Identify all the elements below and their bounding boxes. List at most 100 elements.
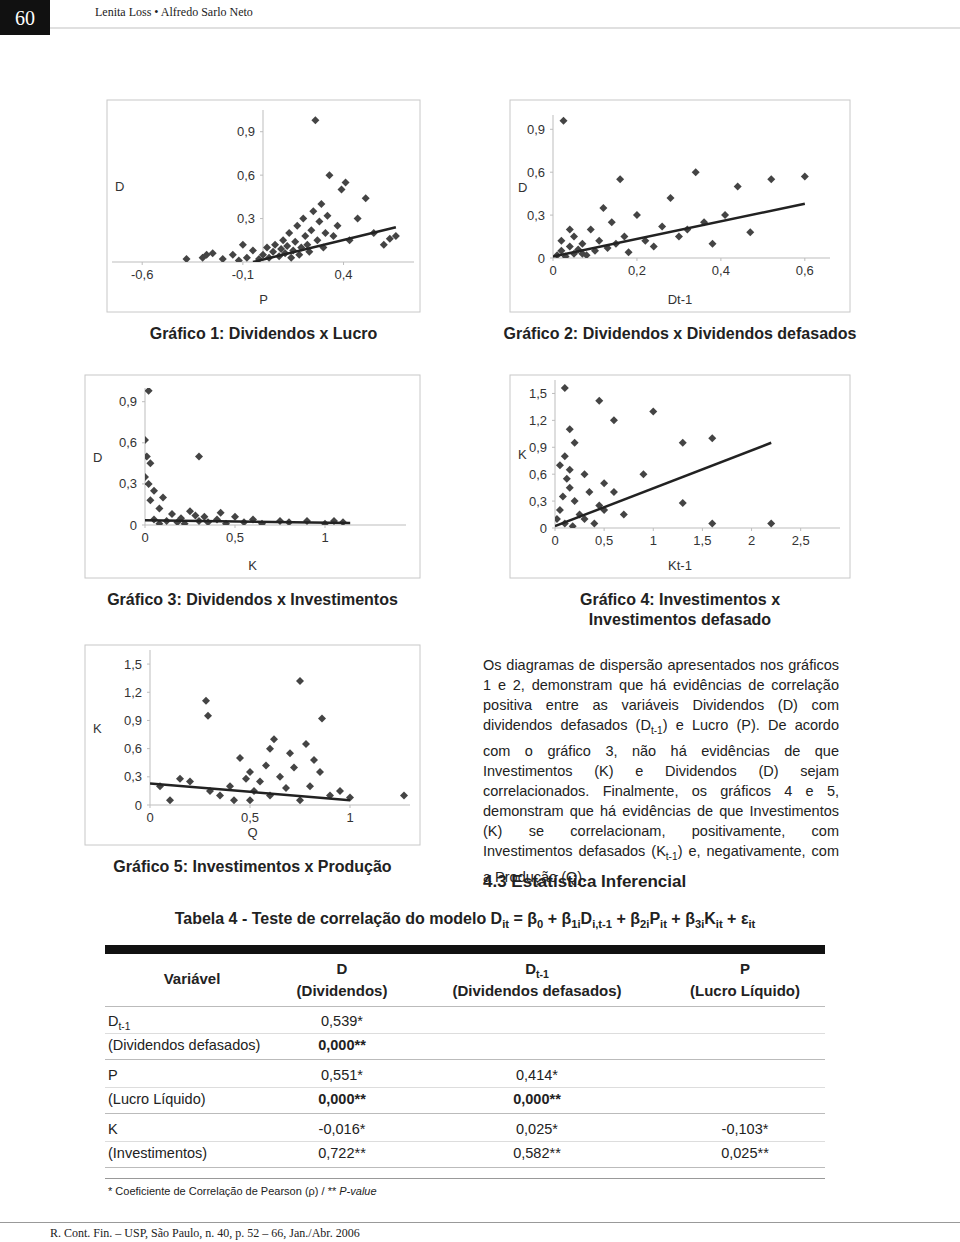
- chart: 00,511,522,500,30,60,91,21,5Kt-1K: [510, 375, 850, 578]
- y-tick: [552, 474, 555, 475]
- y-tick: [147, 664, 150, 665]
- scatter-point: [570, 233, 578, 241]
- scatter-point: [145, 473, 149, 481]
- scatter-point: [580, 470, 588, 478]
- scatter-point: [708, 520, 716, 528]
- scatter-point: [283, 242, 291, 250]
- x-tick-label: 0,4: [712, 263, 730, 278]
- table-row-label: (Lucro Líquido): [108, 1091, 206, 1107]
- table-top-bar: [105, 945, 825, 954]
- table-header-cell: (Dividendos): [232, 982, 452, 999]
- page-graphics: 60Lenita Loss • Alfredo Sarlo Neto-0,6-0…: [0, 0, 960, 1242]
- scatter-point: [362, 194, 370, 202]
- scatter-point: [380, 241, 388, 249]
- scatter-point: [270, 735, 278, 743]
- x-tick-label: 2: [748, 533, 755, 548]
- chart: 00,5100,30,60,9KD: [85, 375, 420, 578]
- table-row-label: (Investimentos): [108, 1145, 207, 1161]
- y-tick: [260, 218, 263, 219]
- subscript: 2i: [640, 918, 649, 930]
- table-rule: [105, 1087, 825, 1088]
- text: P: [649, 910, 660, 927]
- marks: [145, 388, 350, 525]
- y-tick: [550, 258, 553, 259]
- scatter-point: [195, 453, 203, 461]
- text: (Dividendos defasados): [108, 1037, 260, 1053]
- scatter-point: [557, 237, 565, 245]
- table-row-label: P: [108, 1067, 118, 1083]
- scatter-point: [595, 397, 603, 405]
- x-tick-label: 0,6: [796, 263, 814, 278]
- text: P: [108, 1067, 118, 1083]
- scatter-point: [566, 466, 574, 474]
- y-tick: [260, 175, 263, 176]
- scatter-point: [610, 488, 618, 496]
- table-p-value: 0,000**: [457, 1091, 617, 1107]
- chart-frame: [85, 375, 420, 578]
- y-tick: [147, 692, 150, 693]
- scatter-point: [145, 388, 153, 395]
- chart-title: Gráfico 1: Dividendos x Lucro: [150, 325, 378, 342]
- scatter-point: [317, 200, 325, 208]
- scatter-point: [291, 238, 299, 246]
- scatter-point: [316, 768, 324, 776]
- x-tick-label: 0,5: [226, 530, 244, 545]
- text: (Dividendos): [297, 982, 388, 999]
- scatter-point: [219, 255, 227, 262]
- subscript: t-1: [536, 968, 549, 980]
- y-axis-label: K: [93, 721, 102, 736]
- scatter-point: [610, 416, 618, 424]
- trend-line: [150, 783, 350, 800]
- y-tick: [142, 401, 145, 402]
- scatter-point: [734, 183, 742, 191]
- scatter-point: [587, 225, 595, 233]
- y-tick-label: 0,6: [237, 168, 255, 183]
- y-tick: [147, 720, 150, 721]
- x-tick-label: 0: [551, 533, 558, 548]
- text: (Investimentos): [108, 1145, 207, 1161]
- scatter-point: [342, 178, 350, 186]
- table-row-label: Dt-1: [108, 1013, 130, 1032]
- x-tick: [604, 528, 605, 531]
- page-number: 60: [15, 7, 35, 29]
- subscript: t-1: [118, 1021, 130, 1032]
- scatter-point: [191, 511, 199, 519]
- table-footnote: * Coeficiente de Correlação de Pearson (…: [108, 1185, 377, 1197]
- scatter-point: [204, 712, 212, 720]
- scatter-point: [176, 775, 184, 783]
- y-tick-label: 0,9: [237, 124, 255, 139]
- table-header-cell: Variável: [82, 970, 302, 987]
- x-tick: [235, 525, 236, 528]
- x-axis-label: K: [248, 558, 257, 573]
- y-tick-label: 0,9: [529, 440, 547, 455]
- y-axis-label: D: [518, 180, 527, 195]
- scatter-point: [561, 452, 569, 460]
- table-coefficient: -0,103*: [665, 1121, 825, 1137]
- scatter-point: [566, 225, 574, 233]
- chart: 00,5100,30,60,91,21,5QK: [85, 645, 420, 845]
- trend-line: [253, 227, 396, 262]
- table-p-value: 0,000**: [262, 1091, 422, 1107]
- y-tick-label: 1,2: [124, 685, 142, 700]
- scatter-point: [801, 172, 809, 180]
- table-rule: [105, 1033, 825, 1034]
- scatter-point: [692, 168, 700, 176]
- text: + β: [612, 910, 640, 927]
- scatter-point: [271, 241, 279, 249]
- scatter-point: [595, 237, 603, 245]
- scatter-point: [202, 697, 210, 705]
- chart-frame: [85, 645, 420, 845]
- table-rule: [105, 1167, 825, 1168]
- subscript: 0: [537, 918, 543, 930]
- scatter-point: [159, 494, 167, 502]
- subscript: t-1: [666, 851, 678, 862]
- chart-frame: [107, 100, 420, 312]
- table-coefficient: 0,551*: [262, 1067, 422, 1083]
- scatter-point: [767, 175, 775, 183]
- scatter-point: [633, 211, 641, 219]
- scatter-point: [282, 784, 290, 792]
- x-tick: [702, 528, 703, 531]
- scatter-point: [556, 506, 564, 514]
- x-tick-label: -0,1: [232, 267, 254, 282]
- scatter-point: [311, 116, 319, 124]
